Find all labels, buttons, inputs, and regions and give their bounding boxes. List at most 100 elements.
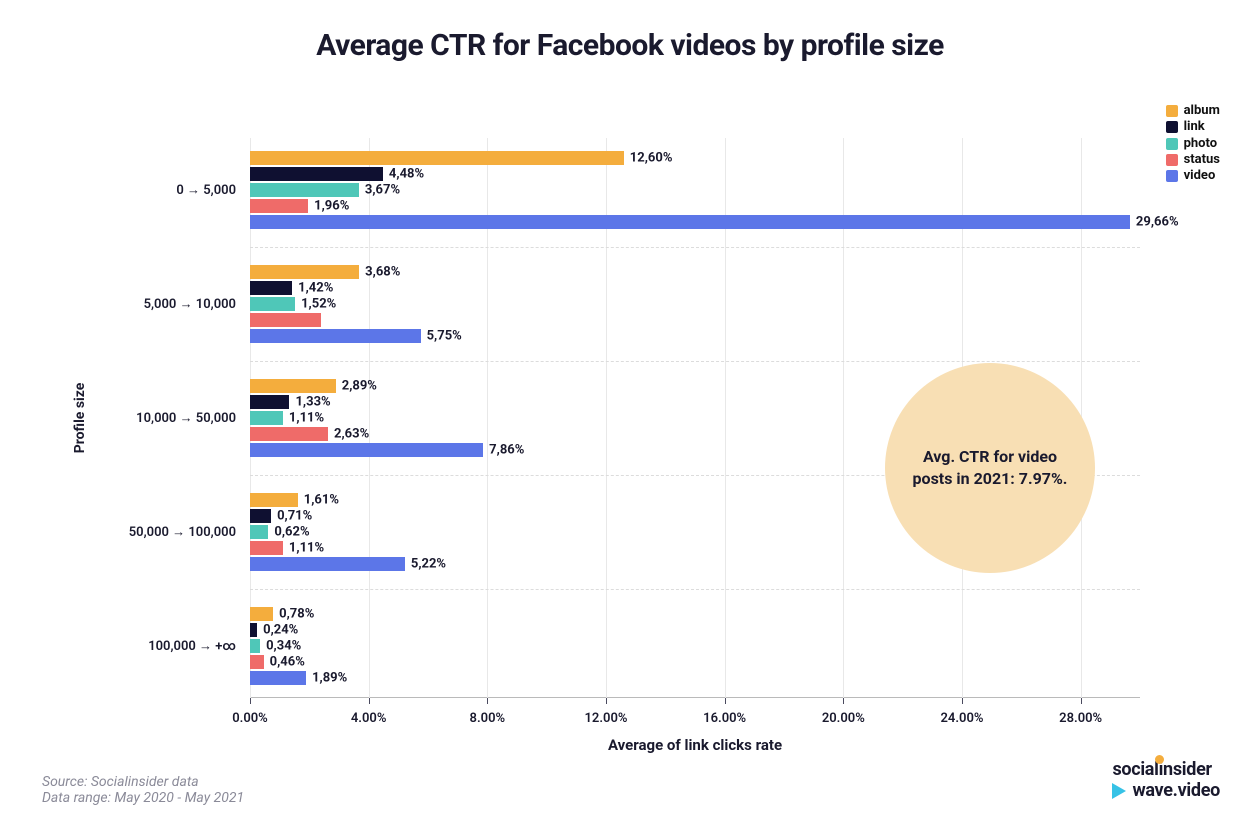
bar-value-label: 0,62% — [268, 525, 309, 540]
bar-value-label: 1,61% — [298, 493, 339, 508]
bar-photo: 0,34% — [250, 639, 260, 653]
bar-value-label: 1,33% — [289, 395, 330, 410]
bar-value-label: 1,42% — [292, 281, 333, 296]
x-tick-mark — [843, 698, 844, 704]
x-tick-label: 28.00% — [1059, 711, 1102, 726]
bar-value-label: 3,68% — [359, 265, 400, 280]
wavevideo-text: wave.video — [1132, 780, 1220, 802]
bar-value-label: 12,60% — [624, 151, 673, 166]
bar-status: 2,63% — [250, 427, 328, 441]
group-label: 100,000 → +∞ — [148, 638, 250, 654]
x-tick-mark — [725, 698, 726, 704]
bar-video: 5,75% — [250, 329, 421, 343]
legend-swatch — [1166, 138, 1178, 150]
x-tick-label: 16.00% — [703, 711, 746, 726]
bar-video: 5,22% — [250, 557, 405, 571]
gridline-horizontal — [250, 361, 1140, 362]
bar-value-label: 0,78% — [273, 607, 314, 622]
legend: albumlinkphotostatusvideo — [1166, 103, 1220, 184]
bar-link: 1,33% — [250, 395, 289, 409]
bar-value-label: 1,52% — [295, 297, 336, 312]
group-label: 0 → 5,000 — [176, 182, 250, 198]
x-tick-label: 24.00% — [941, 711, 984, 726]
socialinsider-text: socialinsider — [1112, 759, 1211, 781]
bar-value-label: 1,11% — [283, 541, 324, 556]
group-label: 10,000 → 50,000 — [136, 410, 250, 426]
bar-album: 0,78% — [250, 607, 273, 621]
bar-value-label: 1,96% — [308, 199, 349, 214]
bar-value-label: 0,71% — [271, 509, 312, 524]
bar-album: 3,68% — [250, 265, 359, 279]
page-title: Average CTR for Facebook videos by profi… — [0, 28, 1260, 63]
bar-photo: 0,62% — [250, 525, 268, 539]
legend-item-status: status — [1166, 152, 1220, 168]
x-tick-label: 20.00% — [822, 711, 865, 726]
x-tick-mark — [962, 698, 963, 704]
bar-photo: 3,67% — [250, 183, 359, 197]
legend-swatch — [1166, 154, 1178, 166]
legend-swatch — [1166, 105, 1178, 117]
bar-link: 0,24% — [250, 623, 257, 637]
callout-circle: Avg. CTR for video posts in 2021: 7.97%. — [885, 363, 1095, 573]
x-tick-label: 12.00% — [585, 711, 628, 726]
legend-label: photo — [1184, 136, 1218, 152]
x-axis-label: Average of link clicks rate — [608, 736, 782, 754]
bar-album: 12,60% — [250, 151, 624, 165]
x-tick-mark — [487, 698, 488, 704]
group-label: 5,000 → 10,000 — [144, 296, 250, 312]
bar-album: 2,89% — [250, 379, 336, 393]
bar-value-label: 29,66% — [1130, 215, 1179, 230]
bar-value-label: 7,86% — [483, 443, 524, 458]
x-axis-line — [250, 697, 1140, 698]
group-label: 50,000 → 100,000 — [129, 524, 250, 540]
bar-value-label: 4,48% — [383, 167, 424, 182]
gridline-horizontal — [250, 247, 1140, 248]
socialinsider-logo: socialinsider — [1112, 759, 1220, 781]
bar-value-label: 5,75% — [421, 329, 462, 344]
bar-value-label: 0,34% — [260, 639, 301, 654]
legend-label: video — [1184, 168, 1216, 184]
bar-status: 1,96% — [250, 199, 308, 213]
bar-video: 7,86% — [250, 443, 483, 457]
bar-status: 1,11% — [250, 541, 283, 555]
dot-icon — [1155, 755, 1164, 764]
legend-item-photo: photo — [1166, 136, 1220, 152]
bar-status: 0,46% — [250, 655, 264, 669]
x-tick-mark — [1081, 698, 1082, 704]
bar-value-label: 2,89% — [336, 379, 377, 394]
bar-value-label: 1,11% — [283, 411, 324, 426]
bar-value-label: 5,22% — [405, 557, 446, 572]
x-tick-label: 0.00% — [232, 711, 268, 726]
bar-photo: 1,52% — [250, 297, 295, 311]
bar-status — [250, 313, 321, 327]
x-tick-label: 4.00% — [351, 711, 387, 726]
bar-value-label: 3,67% — [359, 183, 400, 198]
legend-label: status — [1184, 152, 1220, 168]
legend-swatch — [1166, 170, 1178, 182]
callout-text: Avg. CTR for video posts in 2021: 7.97%. — [909, 446, 1071, 489]
bar-link: 4,48% — [250, 167, 383, 181]
footer-source: Source: Socialinsider dataData range: Ma… — [42, 774, 244, 806]
bar-value-label: 0,24% — [257, 623, 298, 638]
bar-value-label: 0,46% — [264, 655, 305, 670]
x-tick-mark — [369, 698, 370, 704]
bar-video: 29,66% — [250, 215, 1130, 229]
legend-item-album: album — [1166, 103, 1220, 119]
x-tick-mark — [606, 698, 607, 704]
bar-value-label: 1,89% — [306, 671, 347, 686]
bar-album: 1,61% — [250, 493, 298, 507]
footer-line: Data range: May 2020 - May 2021 — [42, 790, 244, 806]
brand-logos: socialinsider wave.video — [1112, 759, 1220, 802]
bar-video: 1,89% — [250, 671, 306, 685]
bar-photo: 1,11% — [250, 411, 283, 425]
legend-item-link: link — [1166, 119, 1220, 135]
gridline-horizontal — [250, 589, 1140, 590]
legend-swatch — [1166, 121, 1178, 133]
legend-item-video: video — [1166, 168, 1220, 184]
bar-link: 1,42% — [250, 281, 292, 295]
legend-label: link — [1184, 119, 1205, 135]
footer-line: Source: Socialinsider data — [42, 774, 244, 790]
wavevideo-logo: wave.video — [1112, 780, 1220, 802]
y-axis-label: Profile size — [72, 383, 88, 454]
bar-link: 0,71% — [250, 509, 271, 523]
